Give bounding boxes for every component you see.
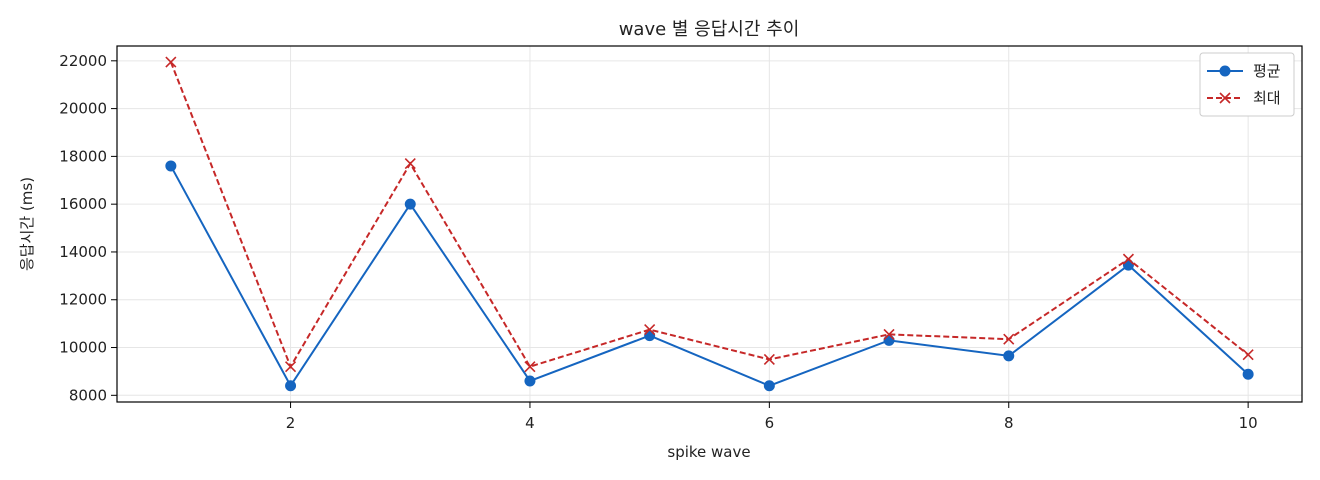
- legend-label: 최대: [1253, 89, 1281, 107]
- series-layer: [165, 56, 1254, 392]
- y-tick-label: 22000: [59, 52, 107, 70]
- data-point: [524, 375, 536, 387]
- y-tick-label: 16000: [59, 195, 107, 213]
- grid: [117, 46, 1302, 402]
- data-point: [404, 198, 416, 210]
- series-mean: [165, 160, 1254, 392]
- x-tick-label: 6: [765, 414, 775, 432]
- data-point: [284, 361, 297, 373]
- data-point: [1242, 349, 1254, 361]
- data-point: [165, 56, 177, 68]
- series-max: [165, 56, 1254, 373]
- y-tick-label: 8000: [69, 386, 107, 404]
- data-point: [1122, 253, 1135, 265]
- x-tick-label: 10: [1239, 414, 1258, 432]
- y-tick-label: 18000: [59, 147, 107, 165]
- chart-title: wave 별 응답시간 추이: [619, 19, 800, 40]
- x-tick-label: 8: [1004, 414, 1014, 432]
- legend-label: 평균: [1253, 62, 1281, 80]
- series-line: [169, 165, 1249, 388]
- data-point: [404, 157, 416, 170]
- y-tick-label: 14000: [59, 243, 107, 261]
- data-point: [524, 361, 536, 373]
- data-point: [763, 353, 775, 366]
- y-axis-label: 응답시간 (ms): [18, 177, 36, 271]
- y-tick-label: 12000: [59, 291, 107, 309]
- x-tick-label: 2: [286, 414, 296, 432]
- legend-marker: [1219, 65, 1231, 77]
- data-point: [165, 160, 177, 172]
- x-axis: 2 4 6 8 10: [286, 402, 1258, 432]
- data-point: [763, 380, 775, 392]
- x-tick-label: 4: [525, 414, 535, 432]
- data-point: [285, 380, 297, 392]
- series-line: [169, 61, 1249, 369]
- x-axis-label: spike wave: [667, 443, 750, 461]
- y-axis: 8000 10000 12000 14000 16000 18000 20000 22000: [59, 52, 117, 404]
- data-point: [883, 328, 895, 340]
- data-point: [1003, 350, 1015, 362]
- plot-area: [116, 45, 1303, 403]
- data-point: [1003, 333, 1015, 345]
- legend-marker: [1219, 92, 1231, 104]
- data-point: [644, 324, 656, 336]
- legend-item: 평균: [1207, 62, 1281, 80]
- y-tick-label: 20000: [59, 100, 107, 118]
- data-point: [1242, 368, 1254, 380]
- legend-item: 최대: [1207, 89, 1281, 107]
- y-tick-label: 10000: [59, 339, 107, 357]
